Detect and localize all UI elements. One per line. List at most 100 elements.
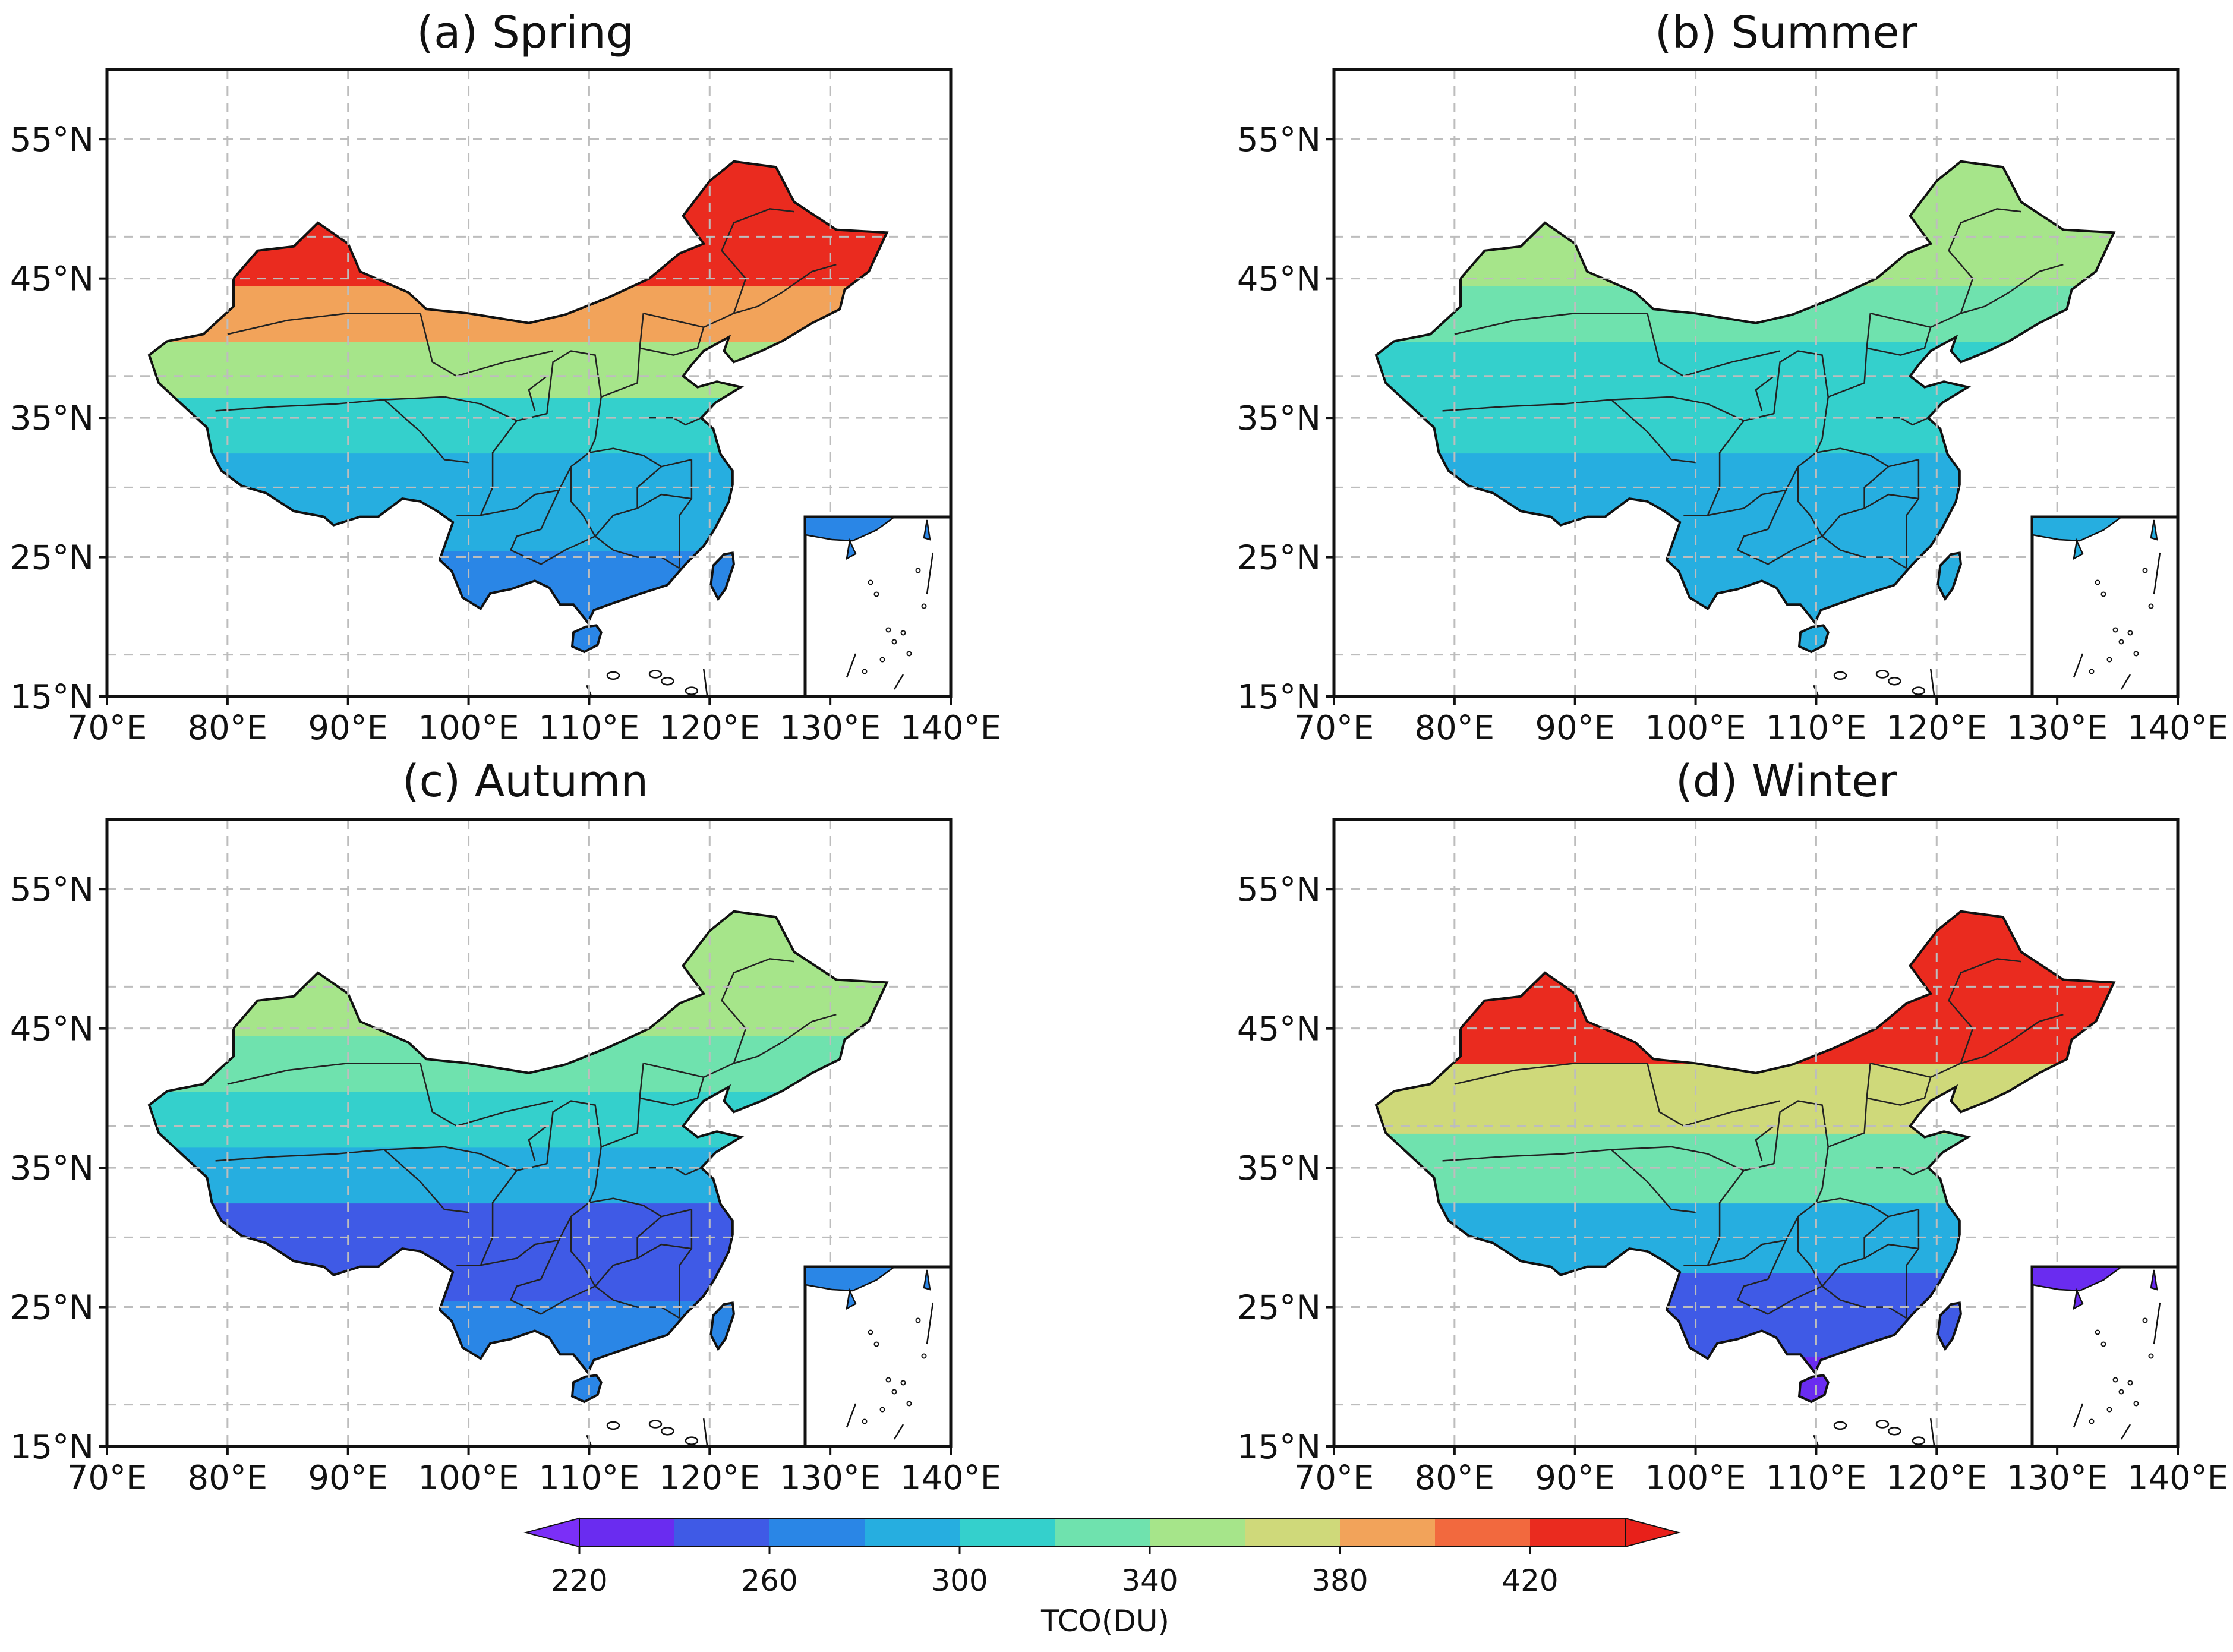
lon-tick-label: 120°E xyxy=(659,709,760,748)
province-boundary xyxy=(1454,1063,1648,1085)
inset-dot xyxy=(2106,657,2112,663)
inset-dot xyxy=(906,651,912,657)
lon-tick-label: 120°E xyxy=(659,1459,760,1497)
province-boundary xyxy=(594,1285,680,1319)
inset-dot xyxy=(900,630,906,636)
lon-tick-label: 90°E xyxy=(308,709,388,748)
panel-spring: (a) Spring 55°N 45°N 35°N 25°N 15°N70°E 80°E 9… xyxy=(10,7,1001,748)
lon-tick-label: 70°E xyxy=(1294,1459,1374,1497)
inset-dot xyxy=(2112,1377,2118,1383)
inset-dot xyxy=(879,1407,885,1413)
province-boundary xyxy=(1930,263,2064,328)
province-boundary xyxy=(1863,1216,1889,1259)
lat-tick-label: 35°N xyxy=(1237,1149,1321,1188)
lat-tick-label: 35°N xyxy=(10,1149,94,1188)
lat-tick-label: 55°N xyxy=(1237,121,1321,159)
province-boundary xyxy=(227,313,421,335)
colorbar-tick-label: 340 xyxy=(1121,1563,1178,1598)
inset-island xyxy=(923,1269,931,1291)
map-frame xyxy=(105,68,953,698)
lon-tick-label: 140°E xyxy=(2127,709,2228,748)
lat-tick-label: 15°N xyxy=(10,1428,94,1467)
province-boundary xyxy=(1773,350,1829,414)
inset-dot xyxy=(2133,651,2139,657)
province-boundary xyxy=(1737,1243,1919,1315)
lon-tick-label: 120°E xyxy=(1886,709,1987,748)
inset-island xyxy=(2073,538,2084,560)
panel-title: (a) Spring xyxy=(417,7,633,58)
lon-tick-label: 100°E xyxy=(1645,709,1746,748)
province-boundary xyxy=(1866,327,1932,356)
inset-dot xyxy=(900,1380,906,1386)
province-boundary xyxy=(528,1125,548,1161)
colorbar-over xyxy=(1625,1517,1681,1548)
province-boundary xyxy=(215,396,445,412)
province-boundary xyxy=(636,1216,662,1259)
province-boundary xyxy=(1737,490,1787,551)
province-boundary xyxy=(510,1240,560,1301)
lat-tick-label: 25°N xyxy=(1237,1289,1321,1328)
lat-tick-label: 15°N xyxy=(1237,1428,1321,1467)
province-boundary xyxy=(1737,1240,1787,1301)
colorbar-segment xyxy=(1340,1518,1435,1547)
island xyxy=(1888,676,1901,686)
inset-dot xyxy=(2112,627,2118,633)
province-boundary xyxy=(510,490,560,551)
island xyxy=(1833,1421,1847,1430)
colorbar-segment xyxy=(1530,1518,1625,1547)
lon-tick-label: 110°E xyxy=(1765,1459,1866,1497)
south-china-sea-inset xyxy=(803,515,953,698)
inset-land xyxy=(2031,516,2124,542)
lon-tick-label: 80°E xyxy=(188,1459,268,1497)
province-boundary xyxy=(215,1146,445,1162)
inset-dot xyxy=(2127,1380,2133,1386)
island xyxy=(1912,1436,1926,1445)
inset-dot xyxy=(2118,639,2124,645)
lat-tick-label: 45°N xyxy=(10,1010,94,1049)
lon-tick-label: 70°E xyxy=(67,709,147,748)
island xyxy=(606,1421,620,1430)
lat-tick-label: 55°N xyxy=(10,871,94,909)
colorbar-segment xyxy=(1245,1518,1340,1547)
province-boundary xyxy=(1815,1146,1829,1203)
inset-land xyxy=(2031,1266,2124,1292)
south-china-sea-inset xyxy=(2030,1265,2180,1448)
province-boundary xyxy=(1906,1209,1920,1319)
inset-dot xyxy=(2100,591,2106,597)
coast-line xyxy=(1929,1418,1935,1447)
island xyxy=(648,670,663,679)
lon-tick-label: 100°E xyxy=(418,1459,519,1497)
province-boundary xyxy=(1442,396,1672,412)
province-boundary xyxy=(1906,459,1920,569)
lon-tick-label: 90°E xyxy=(308,1459,388,1497)
province-boundary xyxy=(383,1149,469,1213)
province-boundary xyxy=(1755,1125,1775,1161)
inset-dot xyxy=(2089,1418,2095,1424)
island xyxy=(1888,1426,1901,1436)
inset-dashes xyxy=(846,1302,934,1440)
lat-tick-label: 35°N xyxy=(1237,399,1321,438)
island xyxy=(1875,670,1890,679)
lon-tick-label: 110°E xyxy=(1765,709,1866,748)
colorbar-under xyxy=(523,1517,580,1548)
province-boundary xyxy=(1821,535,1907,569)
province-boundary xyxy=(1707,1202,1817,1266)
inset-dashes xyxy=(2073,1302,2161,1440)
colorbar-segment xyxy=(960,1518,1055,1547)
panel-winter: (d) Winter 55°N 45°N 35°N 25°N 15°N70°E 80°E 9… xyxy=(1237,756,2228,1497)
inset-dot xyxy=(2142,1317,2148,1323)
inset-dot xyxy=(906,1401,912,1407)
colorbar-segment xyxy=(1055,1518,1150,1547)
province-boundary xyxy=(1870,1063,1931,1078)
province-boundary xyxy=(601,313,644,398)
panel-title: (b) Summer xyxy=(1655,7,1918,58)
inset-dot xyxy=(2106,1407,2112,1413)
china-boundary xyxy=(1374,910,2116,1404)
inset-island xyxy=(2150,519,2158,541)
colorbar-segment xyxy=(1150,1518,1245,1547)
lon-tick-label: 110°E xyxy=(538,709,639,748)
province-boundary xyxy=(1821,1285,1907,1319)
province-boundary xyxy=(639,327,705,356)
colorbar-segment xyxy=(674,1518,769,1547)
